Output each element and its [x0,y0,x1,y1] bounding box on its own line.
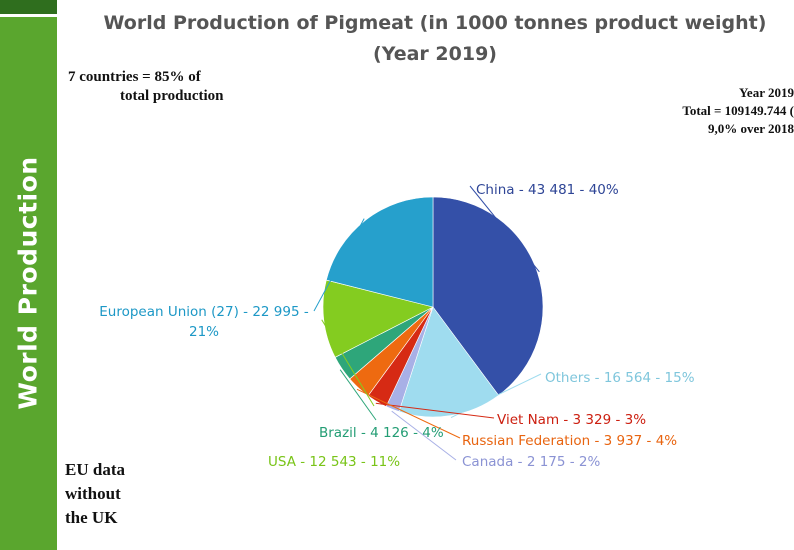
eu-note-line2: without [65,484,121,503]
slice-label-canada: Canada - 2 175 - 2% [462,454,601,470]
slice-label-european-union-27: European Union (27) - 22 995 - [99,304,309,320]
leader-line-viet-nam [375,402,495,419]
slice-labels: China - 43 481 - 40% Others - 16 564 - 15… [99,182,694,470]
leader-line-canada [391,410,457,461]
pie-slice-others [398,306,499,418]
chart-title-line2: (Year 2019) [373,43,497,65]
leader-line-european-union-27 [313,218,365,312]
leader-line-brazil [339,369,377,421]
countries-note: 7 countries = 85% of total production [68,68,248,106]
sidebar: World Production [0,0,57,550]
leader-line-others [450,373,542,418]
total-note-line3: 9,0% over 2018 [707,121,794,136]
leader-line-russian-federation [356,388,461,439]
slice-label-usa: USA - 12 543 - 11% [268,454,400,470]
pie-slice-usa [322,279,434,358]
eu-note: EU data without the UK [65,458,125,530]
slice-label-brazil: Brazil - 4 126 - 4% [319,425,444,441]
pie-slice-european-union-27 [325,196,434,308]
eu-note-line1: EU data [65,460,125,479]
pie-slices [322,196,544,418]
leader-line-usa [321,319,375,407]
slice-label-china: China - 43 481 - 40% [476,182,619,198]
countries-note-line2: total production [120,88,224,104]
total-note-line2: Total = 109149.744 ( [682,103,794,118]
sidebar-divider [0,14,57,17]
slice-label-russian-federation: Russian Federation - 3 937 - 4% [462,433,677,449]
leader-line-china [469,185,540,273]
chart-title-line1: World Production of Pigmeat (in 1000 ton… [103,12,767,34]
total-note: Year 2019 Total = 109149.744 ( 9,0% over… [620,84,794,138]
slice-label-others: Others - 16 564 - 15% [545,370,695,386]
pie-slice-china [432,196,544,396]
slice-label-european-union-27-line2: 21% [189,324,219,340]
eu-note-line3: the UK [65,508,118,527]
sidebar-top-bar [0,0,57,14]
label-leader-lines [313,185,542,461]
slice-label-viet-nam: Viet Nam - 3 329 - 3% [497,412,646,428]
total-note-line1: Year 2019 [738,85,794,100]
countries-note-line1: 7 countries = 85% of [68,69,201,85]
